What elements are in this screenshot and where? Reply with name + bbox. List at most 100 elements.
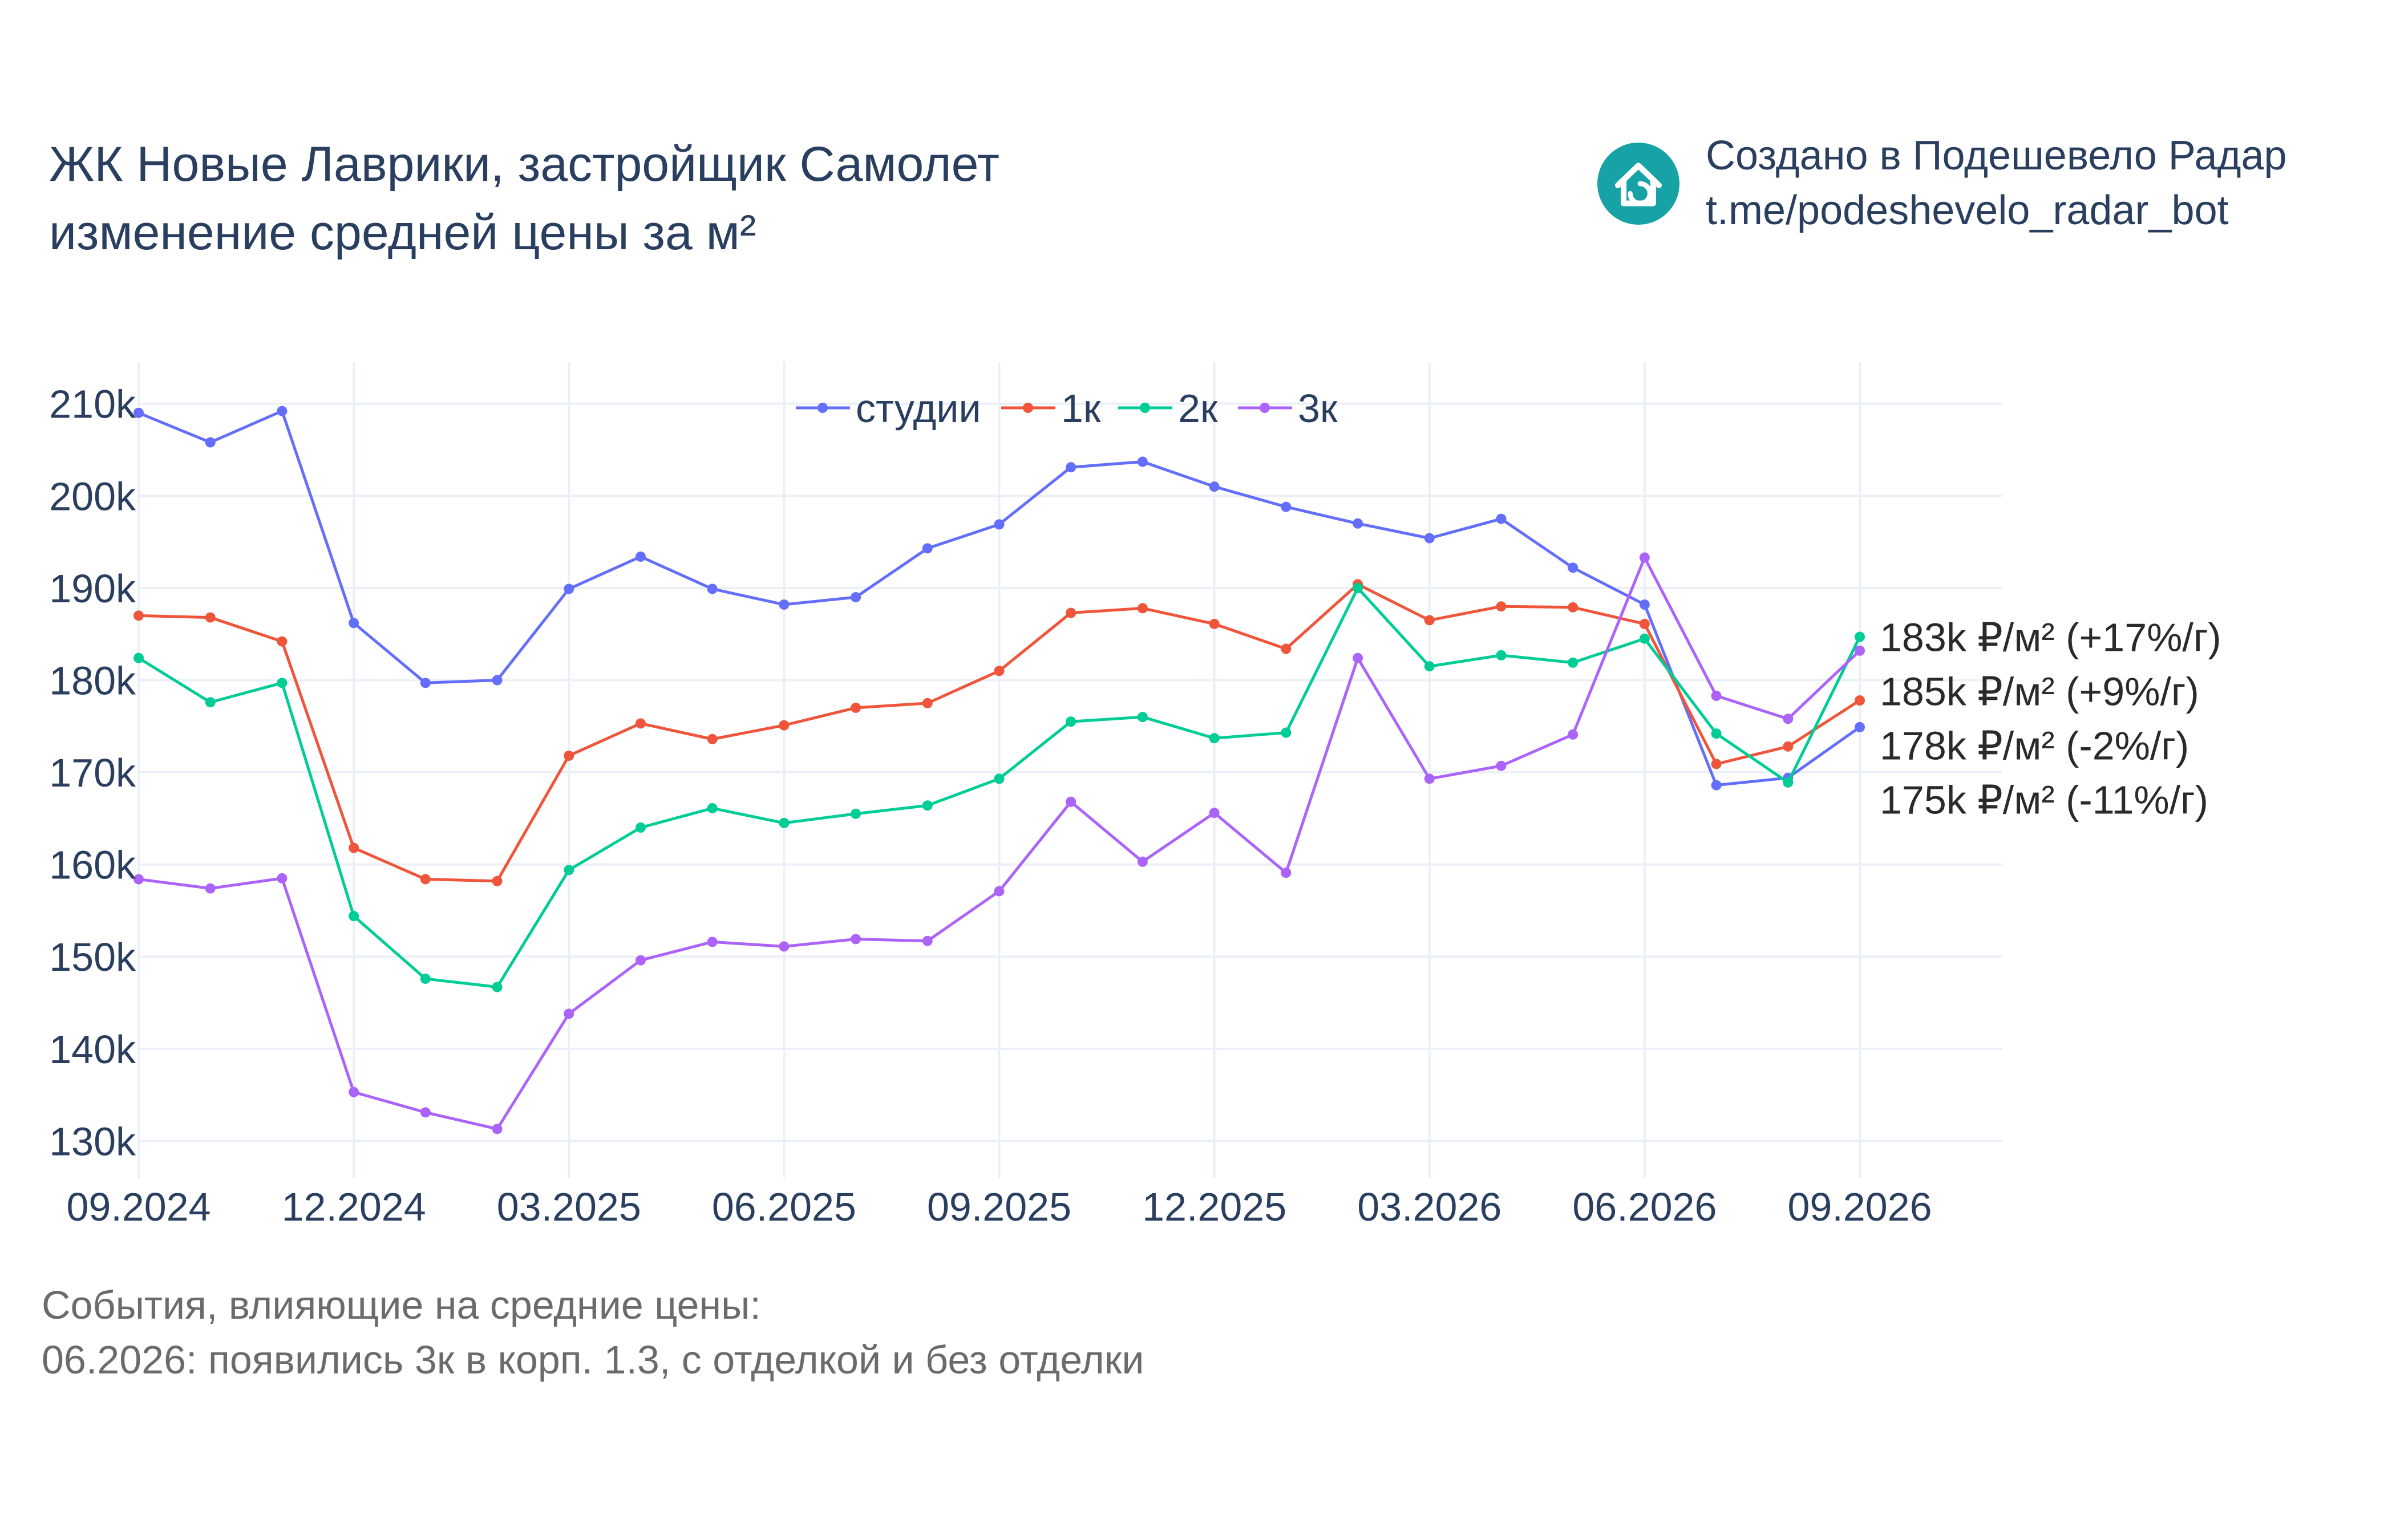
data-point xyxy=(420,874,431,885)
series-студии xyxy=(133,406,1865,791)
data-point xyxy=(1137,856,1148,867)
legend-item-2к: 2к xyxy=(1118,386,1218,431)
legend: студии 1к 2к 3к xyxy=(796,386,1338,431)
data-point xyxy=(1066,607,1076,618)
data-point xyxy=(492,675,503,686)
data-point xyxy=(779,817,790,828)
data-point xyxy=(994,666,1005,676)
data-point xyxy=(349,911,359,922)
data-point xyxy=(1855,631,1865,642)
events-note: События, влияющие на средние цены: 06.20… xyxy=(42,1278,1144,1387)
data-point xyxy=(922,935,933,946)
legend-item-студии: студии xyxy=(796,386,981,431)
house-icon xyxy=(1597,143,1679,225)
end-label: 183k ₽/м² (+17%/г) xyxy=(1880,615,2221,660)
data-point xyxy=(635,551,646,562)
axes: 130k 140k 150k 160k 170k 180k 190k 200k 210k 09.2… xyxy=(49,382,1932,1229)
y-tick-label: 210k xyxy=(49,382,136,427)
legend-label: 1к xyxy=(1061,386,1101,431)
y-tick-label: 180k xyxy=(49,658,136,703)
legend-label: 3к xyxy=(1298,386,1338,431)
data-point xyxy=(349,618,359,629)
x-tick-label: 06.2025 xyxy=(712,1185,856,1229)
x-tick-label: 06.2026 xyxy=(1572,1185,1717,1229)
data-point xyxy=(1783,741,1794,752)
data-point xyxy=(1855,695,1865,706)
data-point xyxy=(1353,582,1363,593)
data-point xyxy=(1066,716,1076,727)
data-point xyxy=(492,1124,503,1134)
data-point xyxy=(994,886,1005,897)
y-tick-label: 140k xyxy=(49,1027,136,1072)
data-point xyxy=(851,934,861,945)
logo-arrow xyxy=(1628,181,1653,206)
credit-line-1: Создано в Подешевело Радар xyxy=(1706,133,2287,179)
end-label: 175k ₽/м² (-11%/г) xyxy=(1880,778,2208,822)
legend-marker xyxy=(1023,403,1033,413)
data-point xyxy=(564,865,574,876)
data-point xyxy=(779,941,790,952)
series-2к xyxy=(133,582,1865,992)
data-point xyxy=(1281,501,1292,512)
y-tick-label: 200k xyxy=(49,474,136,518)
x-tick-label: 09.2024 xyxy=(66,1185,211,1229)
data-point xyxy=(1568,729,1579,740)
x-tick-label: 09.2025 xyxy=(927,1185,1071,1229)
data-point xyxy=(707,733,718,744)
credit: Создано в Подешевело Радар t.me/podeshev… xyxy=(1706,128,2287,238)
title-line-2: изменение средней цены за м² xyxy=(49,205,756,260)
data-point xyxy=(277,678,288,688)
data-point xyxy=(420,973,431,984)
data-point xyxy=(277,406,288,416)
data-point xyxy=(1639,618,1650,629)
x-tick-label: 09.2026 xyxy=(1787,1185,1932,1229)
data-point xyxy=(133,610,144,621)
data-point xyxy=(851,702,861,713)
legend-item-3к: 3к xyxy=(1238,386,1338,431)
y-tick-label: 170k xyxy=(49,751,136,795)
y-tick-label: 130k xyxy=(49,1119,136,1164)
data-point xyxy=(1137,712,1148,723)
data-point xyxy=(1209,733,1220,744)
data-point xyxy=(1209,808,1220,818)
legend-label: 2к xyxy=(1178,386,1218,431)
series-3к xyxy=(133,552,1865,1134)
data-point xyxy=(277,873,288,884)
data-point xyxy=(1496,513,1507,524)
data-point xyxy=(1783,777,1794,788)
series-group xyxy=(133,406,1865,1134)
data-point xyxy=(133,653,144,663)
data-point xyxy=(1639,633,1650,644)
data-point xyxy=(564,750,574,761)
data-point xyxy=(1424,533,1435,544)
data-point xyxy=(1353,518,1363,529)
data-point xyxy=(205,437,216,448)
data-point xyxy=(1855,722,1865,732)
data-point xyxy=(707,583,718,594)
legend-marker xyxy=(1260,403,1270,413)
y-tick-label: 160k xyxy=(49,843,136,887)
data-point xyxy=(994,519,1005,530)
legend-label: студии xyxy=(856,386,981,431)
data-point xyxy=(1711,780,1722,791)
data-point xyxy=(1711,690,1722,701)
x-tick-label: 03.2025 xyxy=(497,1185,641,1229)
credit-link[interactable]: t.me/podeshevelo_radar_bot xyxy=(1706,188,2229,233)
data-point xyxy=(1424,615,1435,626)
x-tick-label: 12.2024 xyxy=(282,1185,426,1229)
series-1к xyxy=(133,579,1865,886)
data-point xyxy=(779,599,790,610)
legend-item-1к: 1к xyxy=(1001,386,1101,431)
data-point xyxy=(1353,653,1363,663)
chart-title: ЖК Новые Лаврики, застройщик Самолет изм… xyxy=(49,130,999,267)
data-point xyxy=(492,876,503,886)
data-point xyxy=(1711,759,1722,769)
data-point xyxy=(922,543,933,554)
data-point xyxy=(1496,650,1507,660)
data-point xyxy=(635,955,646,966)
data-point xyxy=(349,1087,359,1097)
data-point xyxy=(133,874,144,885)
legend-marker xyxy=(1140,403,1150,413)
end-label: 185k ₽/м² (+9%/г) xyxy=(1880,670,2199,714)
legend-marker xyxy=(817,403,828,413)
